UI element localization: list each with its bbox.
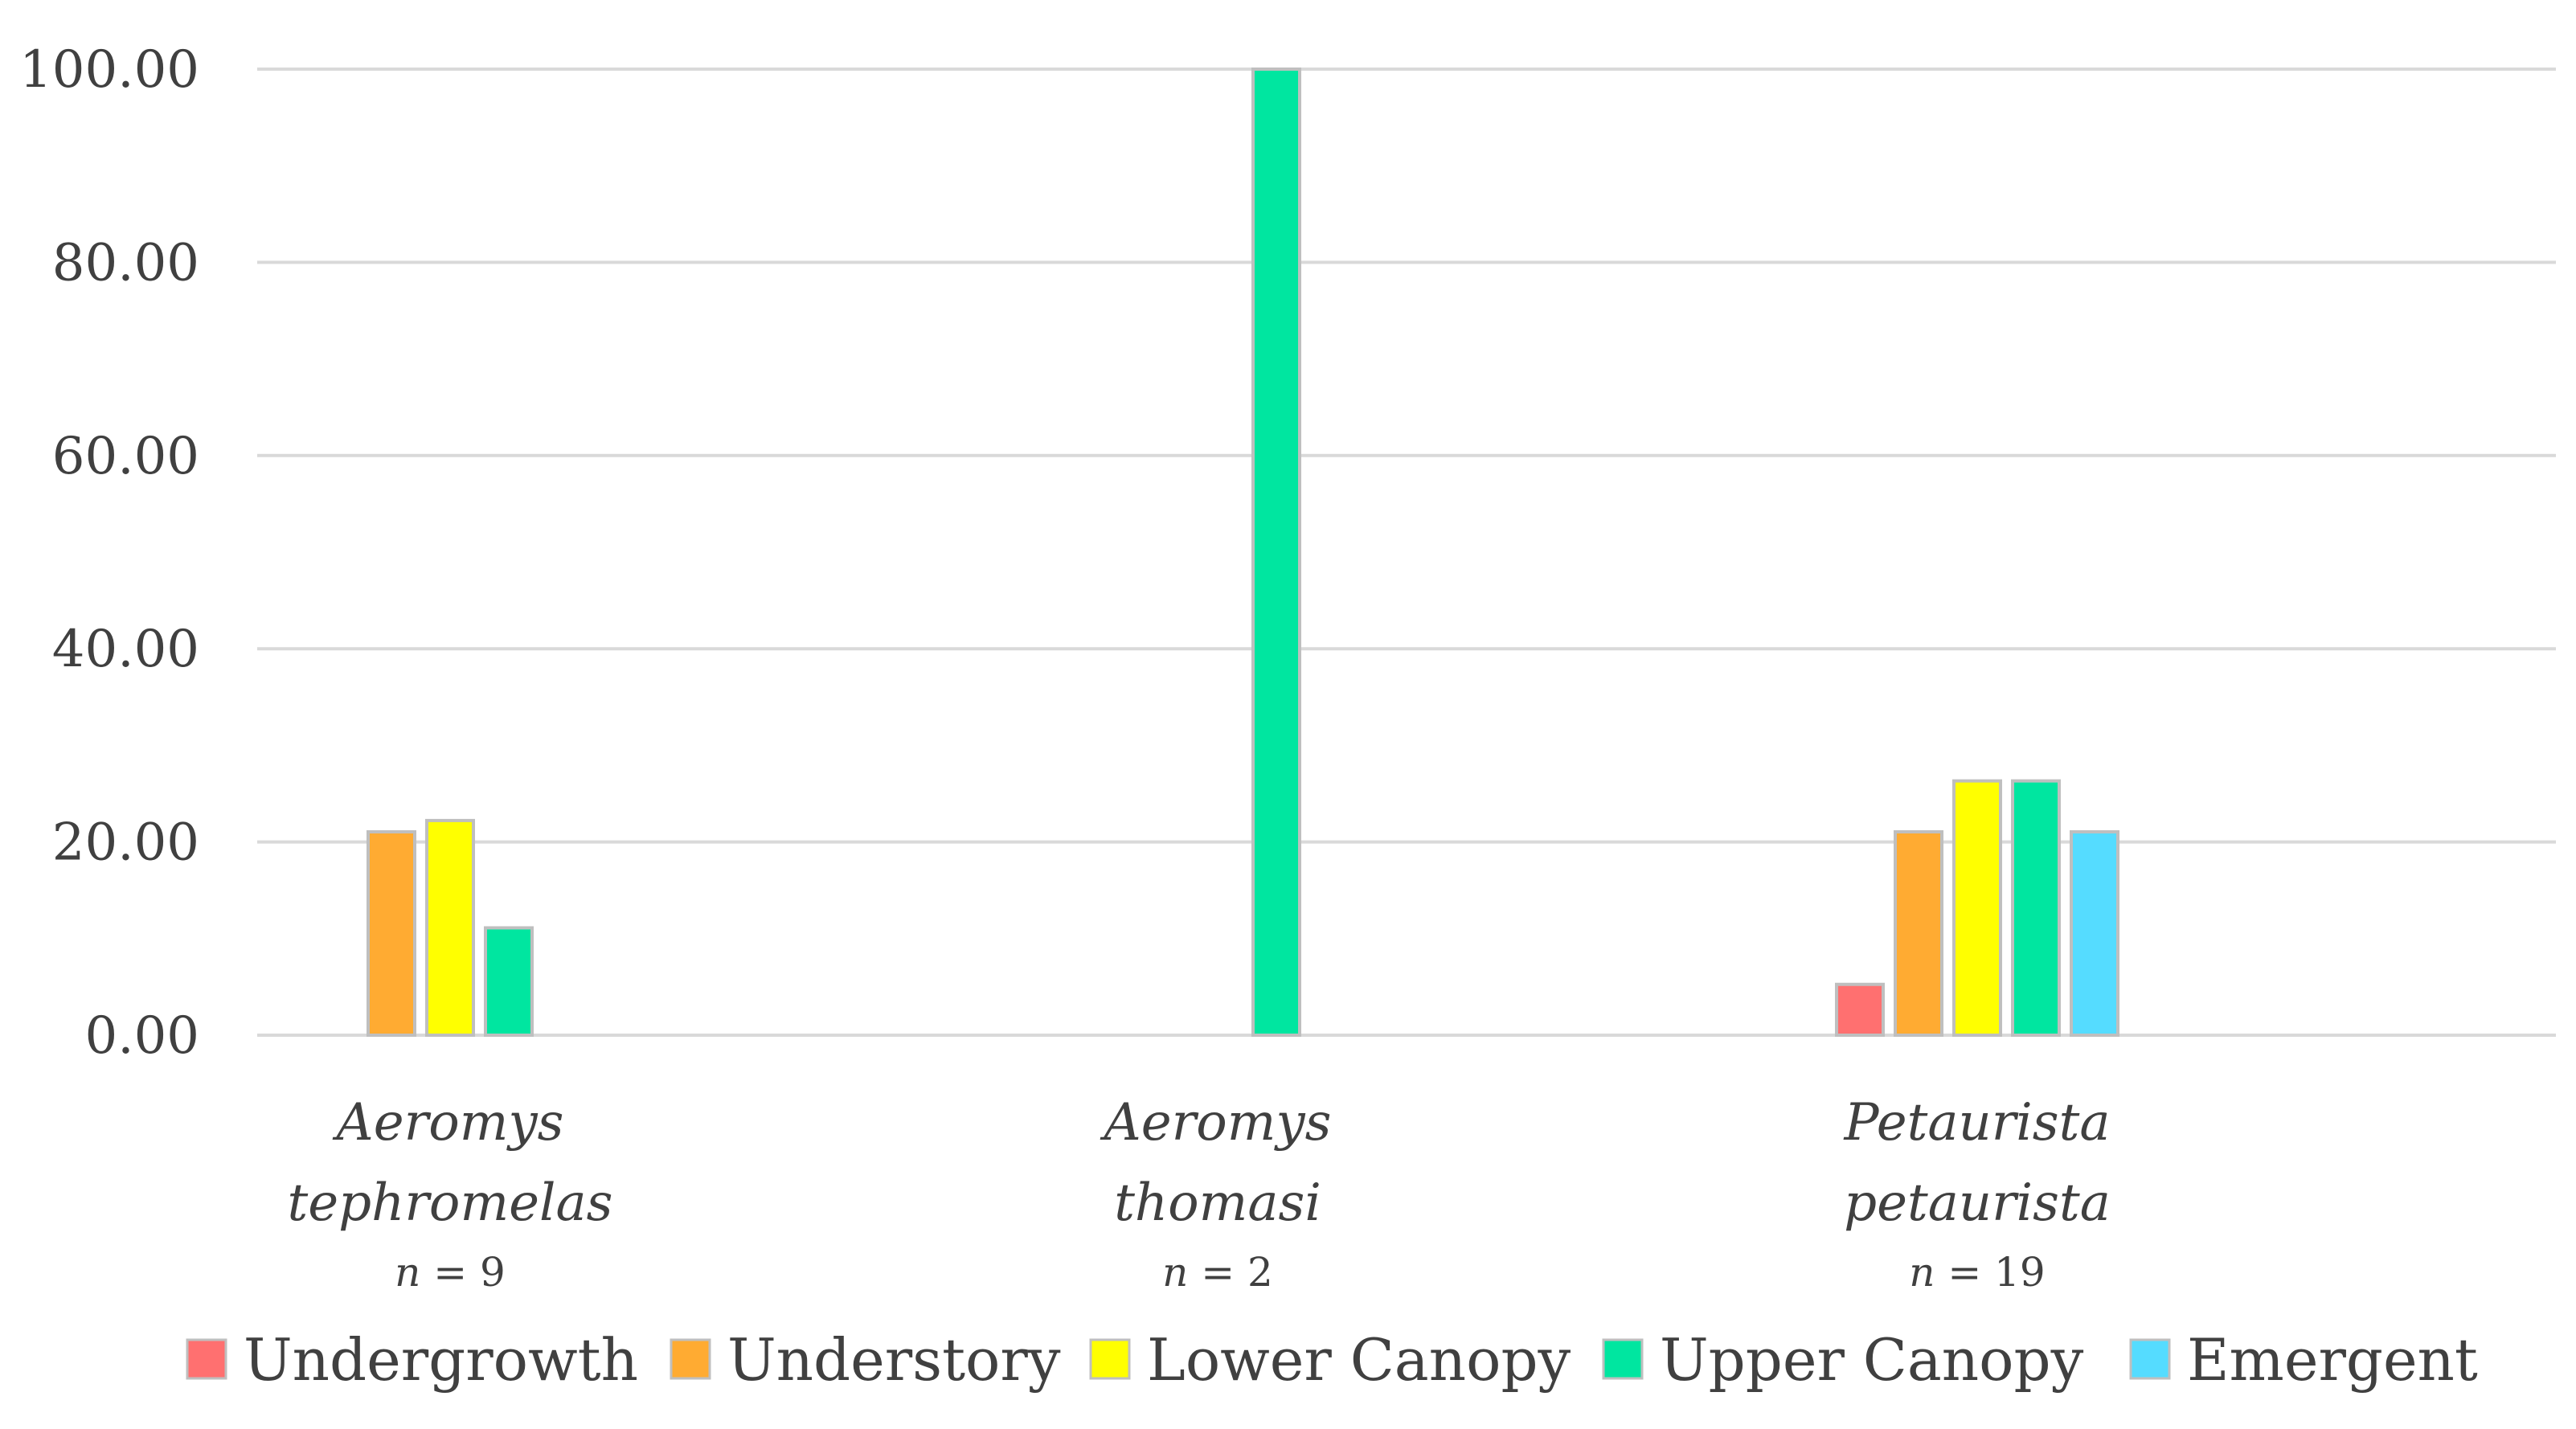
y-tick-label-3: 60.00 bbox=[52, 427, 199, 486]
legend-label-0: Undergrowth bbox=[244, 1326, 638, 1394]
x-axis-labels: Aeromys tephromelas n = 9 Aeromys thomasi n =… bbox=[288, 1093, 2111, 1296]
x-category-label-2-0: Petaurista bbox=[1844, 1093, 2111, 1153]
legend-label-3: Upper Canopy bbox=[1660, 1326, 2084, 1394]
y-tick-label-1: 20.00 bbox=[52, 813, 199, 873]
sample-size-label-1: n = 2 bbox=[1162, 1249, 1273, 1296]
x-category-label-0-1: tephromelas bbox=[288, 1173, 613, 1233]
bar-2-3 bbox=[2011, 779, 2061, 1037]
bar-2-1 bbox=[1894, 829, 1943, 1037]
legend-label-2: Lower Canopy bbox=[1147, 1326, 1571, 1394]
sample-size-label-0: n = 9 bbox=[395, 1249, 506, 1296]
legend-label-1: Understory bbox=[727, 1326, 1061, 1394]
bar-2-0 bbox=[1835, 982, 1885, 1037]
legend-label-4: Emergent bbox=[2187, 1326, 2478, 1394]
bar-2-4 bbox=[2070, 829, 2119, 1037]
y-tick-label-2: 40.00 bbox=[52, 620, 199, 679]
y-tick-label-5: 100.00 bbox=[19, 40, 199, 100]
legend: Undergrowth Understory Lower Canopy Upper C… bbox=[186, 1326, 2478, 1394]
x-category-label-2-1: petaurista bbox=[1844, 1173, 2111, 1233]
legend-swatch-3 bbox=[1602, 1338, 1644, 1380]
legend-swatch-2 bbox=[1089, 1338, 1131, 1380]
legend-swatch-4 bbox=[2129, 1338, 2171, 1380]
bar-1-3 bbox=[1251, 68, 1301, 1037]
gridlines bbox=[257, 68, 2556, 1037]
sample-size-label-2: n = 19 bbox=[1909, 1249, 2046, 1296]
bar-2-2 bbox=[1952, 779, 2002, 1037]
bar-0-3 bbox=[484, 926, 534, 1037]
x-category-label-1-1: thomasi bbox=[1114, 1173, 1321, 1233]
y-tick-label-0: 0.00 bbox=[85, 1006, 200, 1066]
y-tick-label-4: 80.00 bbox=[52, 233, 199, 293]
bar-0-2 bbox=[425, 818, 475, 1037]
x-category-label-0-0: Aeromys bbox=[333, 1093, 564, 1153]
legend-swatch-0 bbox=[186, 1338, 227, 1380]
legend-swatch-1 bbox=[670, 1338, 711, 1380]
y-axis-ticks: 0.00 20.00 40.00 60.00 80.00 100.00 bbox=[19, 40, 199, 1066]
x-category-label-1-0: Aeromys bbox=[1100, 1093, 1332, 1153]
bar-0-1 bbox=[367, 829, 416, 1037]
bars bbox=[367, 68, 2119, 1037]
